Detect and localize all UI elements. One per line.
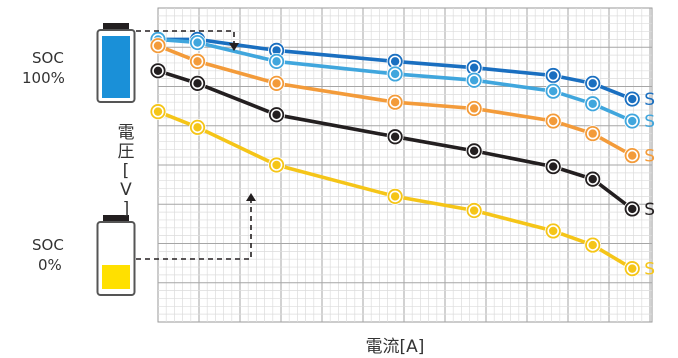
y-axis-label-char: [	[123, 161, 130, 181]
data-point-marker	[149, 62, 167, 80]
y-axis-label-char: 圧	[118, 142, 135, 162]
data-point-marker	[584, 170, 602, 188]
data-point-marker	[623, 90, 641, 108]
data-point-marker	[465, 71, 483, 89]
data-point-marker	[544, 67, 562, 84]
data-point-marker	[623, 112, 641, 130]
y-axis-label-char: ]	[123, 199, 130, 219]
data-point-marker	[268, 52, 285, 70]
soc-full-line-1: SOC	[32, 49, 64, 67]
x-axis-label: 電流[A]	[366, 337, 425, 357]
data-point-marker	[386, 93, 404, 111]
series-end-label: S	[644, 200, 655, 220]
y-axis-label-char: V	[120, 180, 132, 200]
data-point-marker	[149, 103, 167, 121]
battery-full-icon	[96, 23, 136, 103]
data-point-marker	[189, 118, 206, 136]
y-axis-label: 電圧[V]	[118, 123, 135, 219]
soc-empty-arrowhead	[246, 193, 256, 201]
soc-full-arrowhead	[229, 43, 239, 51]
data-point-marker	[584, 95, 602, 113]
data-point-marker	[465, 142, 483, 160]
series-3: S	[149, 37, 655, 167]
plot-grid	[157, 7, 653, 323]
data-point-marker	[465, 100, 483, 117]
soc-empty-label: SOC 0%	[32, 236, 69, 274]
soc-empty-line-1: SOC	[32, 236, 64, 254]
data-point-marker	[584, 125, 602, 143]
data-point-marker	[584, 74, 602, 92]
soc-full-line-2: 100%	[22, 69, 65, 87]
series-end-label: S	[644, 90, 655, 110]
series-5: S	[149, 103, 655, 280]
data-point-marker	[623, 260, 641, 278]
data-point-marker	[623, 200, 641, 218]
y-axis-label-char: 電	[118, 123, 135, 143]
data-point-marker	[584, 236, 602, 254]
series-4: S	[149, 62, 655, 220]
data-point-marker	[544, 82, 562, 100]
data-point-marker	[465, 202, 483, 219]
data-point-marker	[268, 106, 285, 124]
battery-empty-icon	[96, 215, 136, 296]
series-end-label: S	[644, 260, 655, 280]
soc-empty-pointer	[136, 200, 252, 260]
series-end-label: S	[644, 147, 655, 167]
data-point-marker	[149, 37, 167, 55]
data-point-marker	[544, 112, 562, 130]
data-point-marker	[189, 74, 206, 92]
data-point-marker	[544, 222, 562, 240]
data-point-marker	[386, 65, 404, 83]
data-point-marker	[623, 147, 641, 164]
data-point-marker	[386, 128, 404, 146]
data-point-marker	[189, 52, 206, 70]
data-point-marker	[544, 158, 562, 175]
data-point-marker	[268, 156, 285, 174]
data-point-marker	[268, 74, 285, 92]
series-end-label: S	[644, 112, 655, 132]
data-point-marker	[189, 34, 206, 51]
soc-full-label: SOC 100%	[22, 49, 69, 87]
soc-empty-line-2: 0%	[38, 256, 62, 274]
data-point-marker	[386, 187, 404, 205]
